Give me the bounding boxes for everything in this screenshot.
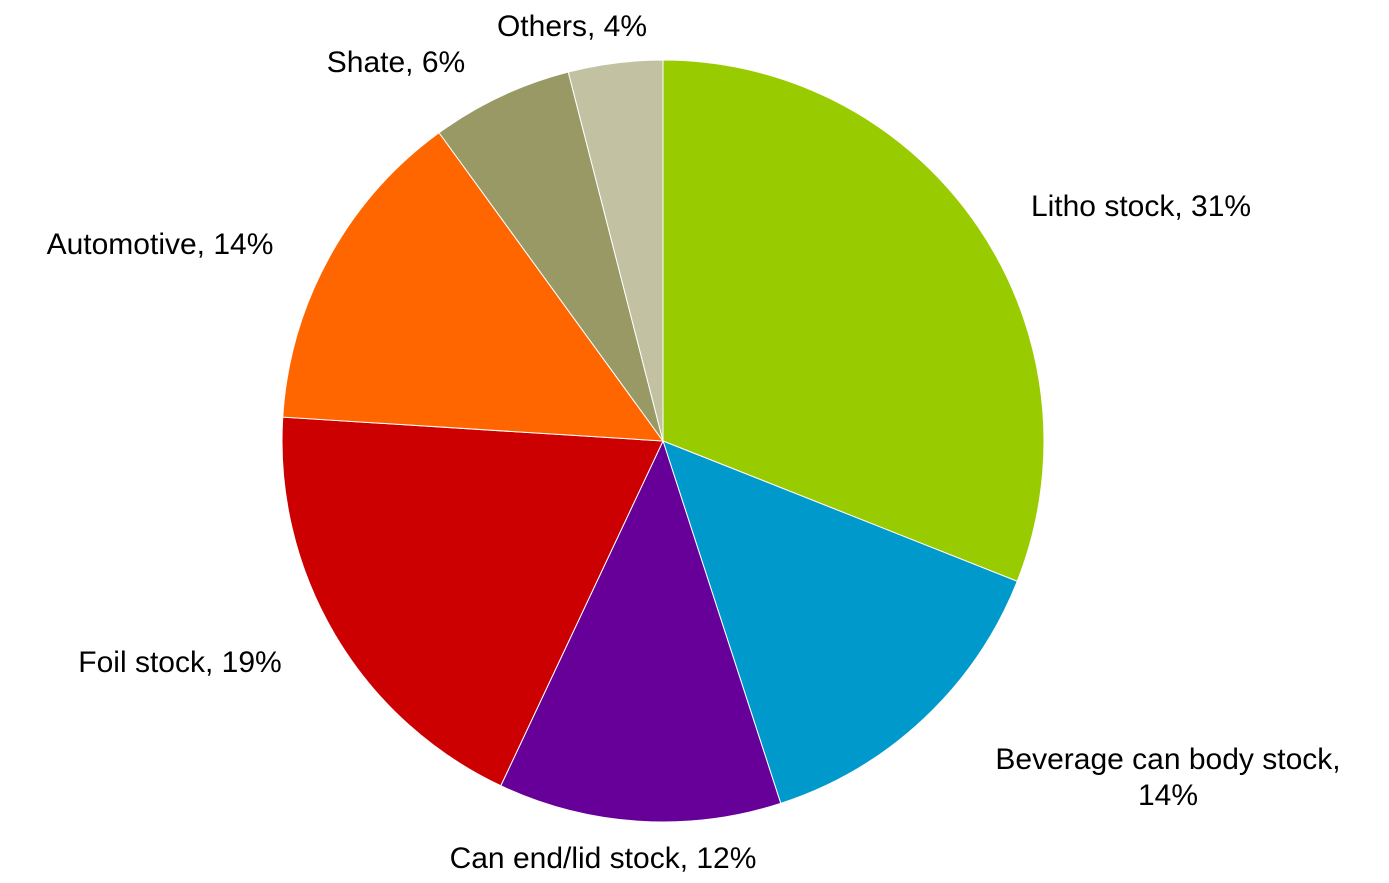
pie-slice-foil-stock: [281, 416, 664, 787]
data-label-beverage-can-body-stock: Beverage can body stock, 14%: [995, 743, 1340, 812]
pie-slice-shate: [438, 71, 664, 442]
data-label-line: 14%: [1138, 779, 1198, 812]
data-label-line: Foil stock, 19%: [78, 646, 281, 679]
data-label-shate: Shate, 6%: [327, 46, 465, 79]
pie-slices: [281, 59, 1045, 823]
data-label-can-end-lid-stock: Can end/lid stock, 12%: [450, 842, 757, 875]
pie-labels: Litho stock, 31% Beverage can body stock,…: [47, 10, 1341, 875]
data-label-foil-stock: Foil stock, 19%: [78, 646, 281, 679]
data-label-line: Litho stock, 31%: [1031, 190, 1251, 223]
pie-slice-others: [567, 59, 664, 442]
data-label-line: Automotive, 14%: [47, 228, 274, 261]
data-label-litho-stock: Litho stock, 31%: [1031, 190, 1251, 223]
pie-slice-can-end-lid-stock: [500, 439, 782, 823]
pie-slice-automotive: [282, 132, 665, 442]
data-label-line: Beverage can body stock,: [995, 743, 1340, 776]
data-label-automotive: Automotive, 14%: [47, 228, 274, 261]
data-label-line: Shate, 6%: [327, 46, 465, 79]
data-label-line: Others, 4%: [497, 10, 647, 43]
data-label-line: Can end/lid stock, 12%: [450, 842, 757, 875]
data-label-others: Others, 4%: [497, 10, 647, 43]
pie-slice-litho-stock: [662, 59, 1045, 582]
